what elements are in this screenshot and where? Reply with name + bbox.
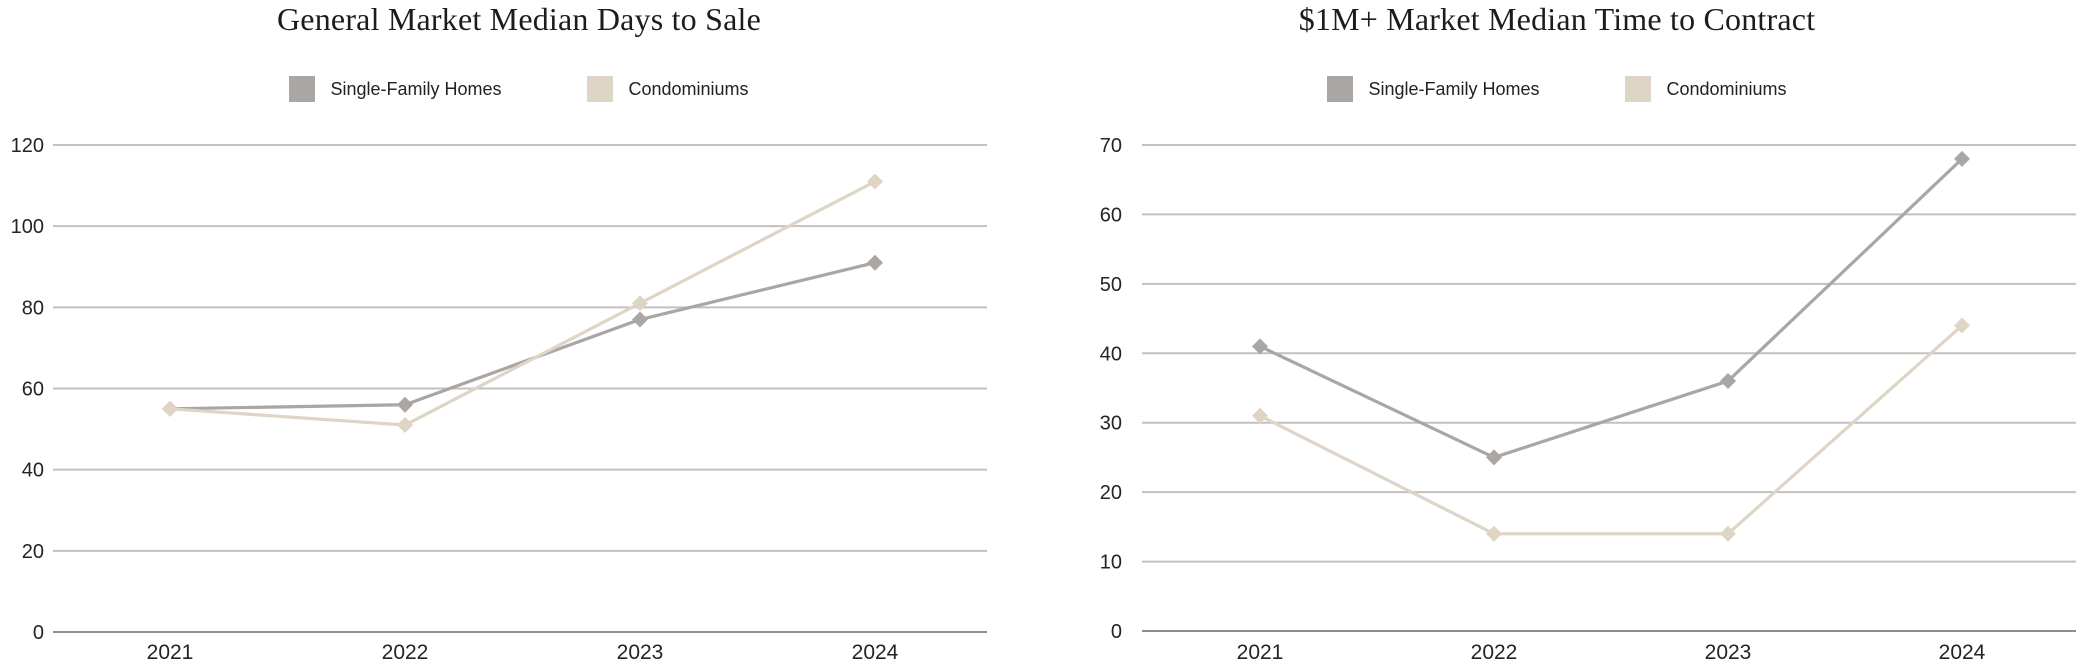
- svg-text:2024: 2024: [1939, 641, 1986, 664]
- svg-text:120: 120: [11, 135, 44, 157]
- svg-text:10: 10: [1100, 552, 1122, 574]
- legend-label-single-family: Single-Family Homes: [1368, 78, 1540, 99]
- line-chart-1m-plus-market: 0 10 20 30 40 50 60 70 2021 2022 2023 2024: [1100, 135, 2076, 664]
- svg-text:80: 80: [22, 297, 44, 319]
- legend-item-condominiums: Condominiums: [587, 76, 749, 102]
- svg-text:50: 50: [1100, 274, 1122, 296]
- svg-text:2022: 2022: [1471, 641, 1518, 664]
- chart-title-general-market: General Market Median Days to Sale: [277, 1, 761, 37]
- svg-text:0: 0: [33, 622, 44, 644]
- chart-title-1m-plus-market: $1M+ Market Median Time to Contract: [1298, 1, 1816, 37]
- svg-text:2021: 2021: [1237, 641, 1284, 664]
- svg-text:40: 40: [1100, 343, 1122, 365]
- legend-swatch-single-family-icon: [1327, 76, 1354, 102]
- svg-text:2023: 2023: [617, 641, 664, 664]
- svg-text:2021: 2021: [147, 641, 194, 664]
- legend-swatch-single-family-icon: [289, 76, 316, 102]
- svg-text:0: 0: [1111, 621, 1122, 643]
- legend-label-condominiums: Condominiums: [1666, 78, 1787, 99]
- legend-item-single-family: Single-Family Homes: [1327, 76, 1539, 102]
- legend-swatch-condominiums-icon: [587, 76, 614, 102]
- svg-text:2022: 2022: [382, 641, 429, 664]
- svg-text:60: 60: [22, 379, 44, 401]
- svg-text:2023: 2023: [1705, 641, 1752, 664]
- svg-text:40: 40: [22, 460, 44, 482]
- legend-general-market: Single-Family Homes Condominiums: [0, 76, 1038, 102]
- legend-item-single-family: Single-Family Homes: [289, 76, 501, 102]
- legend-item-condominiums: Condominiums: [1625, 76, 1787, 102]
- svg-text:2024: 2024: [852, 641, 899, 664]
- legend-swatch-condominiums-icon: [1625, 76, 1652, 102]
- svg-text:60: 60: [1100, 204, 1122, 226]
- svg-text:70: 70: [1100, 135, 1122, 157]
- legend-label-single-family: Single-Family Homes: [330, 78, 502, 99]
- svg-text:20: 20: [1100, 482, 1122, 504]
- chart-general-market: General Market Median Days to Sale Singl…: [0, 1, 1038, 664]
- svg-text:30: 30: [1100, 413, 1122, 435]
- line-chart-general-market: 0 20 40 60 80 100 120 2021 2022 2023 2024: [11, 135, 987, 664]
- svg-text:100: 100: [11, 216, 44, 238]
- legend-1m-plus-market: Single-Family Homes Condominiums: [1038, 76, 2076, 102]
- chart-1m-plus-market: $1M+ Market Median Time to Contract Sing…: [1038, 0, 2076, 665]
- svg-text:20: 20: [22, 541, 44, 563]
- legend-label-condominiums: Condominiums: [628, 78, 749, 99]
